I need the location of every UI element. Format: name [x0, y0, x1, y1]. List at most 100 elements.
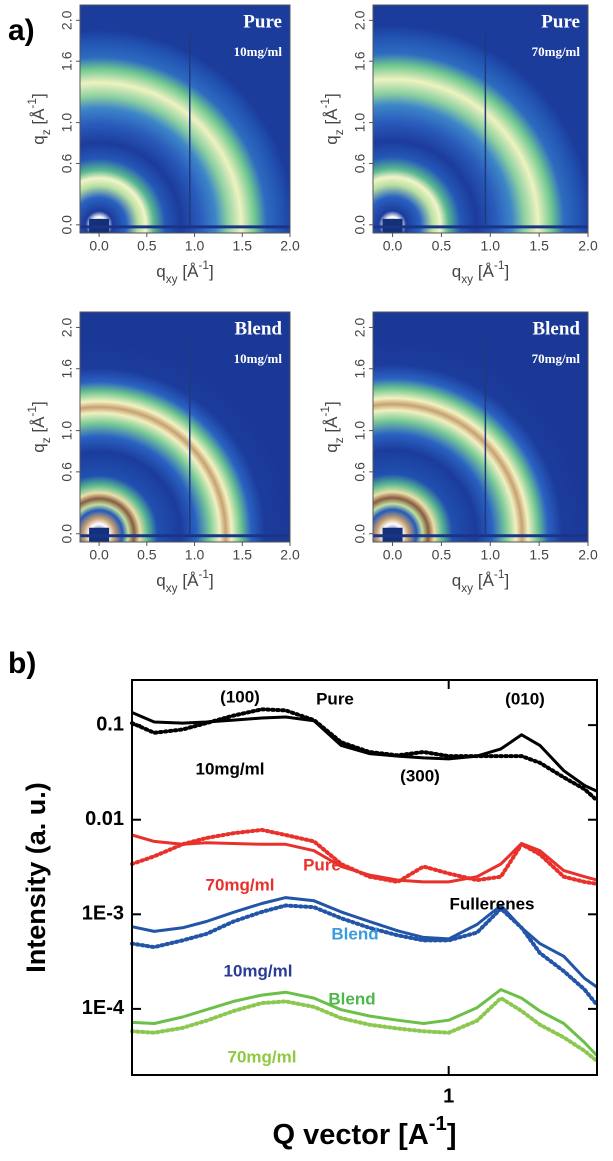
- plot-frame: [131, 679, 598, 1076]
- label-part: xy: [461, 581, 473, 595]
- x-tick-label: 0.0: [383, 547, 403, 563]
- y-tick-label: 2.0: [352, 10, 368, 30]
- data-line: [130, 996, 599, 1064]
- label-part: [Å: [322, 416, 341, 437]
- axis-label: qz [Å-1]: [318, 93, 346, 145]
- image-title: Pure: [243, 11, 282, 32]
- y-tick-label: 0.6: [59, 154, 75, 174]
- label-part: -1: [318, 406, 332, 417]
- label-part: q: [29, 443, 48, 452]
- axis-label: qxy [Å-1]: [156, 567, 213, 595]
- x-tick-label: 2.0: [280, 547, 300, 563]
- x-tick-label: 2.0: [280, 238, 300, 254]
- image-frame: [372, 311, 589, 543]
- label-part: z: [332, 437, 346, 443]
- y-tick-label: 0.1: [96, 713, 124, 735]
- x-tick-label: 0.5: [432, 238, 452, 254]
- scattering-image: [373, 312, 588, 542]
- image-title: Pure: [541, 11, 580, 32]
- label-part: z: [332, 129, 346, 135]
- label-part: ]: [322, 93, 341, 98]
- scattering-image: [80, 5, 290, 233]
- x-tick-label: 0.0: [383, 238, 403, 254]
- label-part: q: [156, 262, 165, 281]
- axis-label: qz [Å-1]: [318, 401, 346, 453]
- label-part: [Å: [178, 571, 199, 590]
- scattering-image: [80, 312, 290, 542]
- label-part: ]: [29, 93, 48, 98]
- annotation: 10mg/ml: [196, 759, 265, 778]
- annotation: 10mg/ml: [224, 961, 293, 980]
- x-tick-label: 1.0: [185, 238, 205, 254]
- x-tick-label: 1.5: [529, 547, 549, 563]
- y-tick-label: 0.0: [59, 215, 75, 235]
- label-part: z: [39, 437, 53, 443]
- data-line: [131, 896, 598, 989]
- y-tick-label: 0.6: [352, 154, 368, 174]
- image-title: Blend: [532, 318, 580, 339]
- axis-label: qxy [Å-1]: [156, 258, 213, 286]
- y-tick-label: 2.0: [352, 318, 368, 338]
- image-subtitle: 70mg/ml: [532, 351, 581, 366]
- label-part: -1: [494, 258, 505, 272]
- label-part: xy: [166, 272, 178, 286]
- label-part: ]: [29, 401, 48, 406]
- label-part: [Å: [178, 262, 199, 281]
- annotation: Fullerenes: [449, 894, 534, 913]
- y-tick-label: 0.0: [59, 524, 75, 544]
- y-tick-label: 1.0: [59, 113, 75, 133]
- image-frame: [79, 311, 291, 543]
- x-tick-label: 1.0: [185, 547, 205, 563]
- label-part: -1: [494, 567, 505, 581]
- x-tick-label: 1: [443, 1085, 454, 1107]
- x-tick-label: 0.5: [137, 547, 157, 563]
- label-part: q: [322, 135, 341, 144]
- label-part: xy: [166, 581, 178, 595]
- annotation: (010): [505, 689, 545, 708]
- label-part: ]: [322, 401, 341, 406]
- annotation: 70mg/ml: [206, 875, 275, 894]
- y-tick-label: 2.0: [59, 10, 75, 30]
- axis-label: qxy [Å-1]: [452, 258, 509, 286]
- label-part: xy: [461, 272, 473, 286]
- x-tick-label: 0.0: [89, 547, 109, 563]
- y-tick-label: 0.0: [352, 215, 368, 235]
- y-tick-label: 1E-4: [82, 997, 125, 1019]
- panel-label: a): [8, 14, 35, 47]
- y-tick-label: 1.6: [59, 359, 75, 379]
- x-tick-label: 1.5: [529, 238, 549, 254]
- image-frame: [79, 4, 291, 234]
- x-tick-label: 1.0: [481, 238, 501, 254]
- axis-label: Q vector [A-1]: [272, 1113, 456, 1150]
- annotation: (100): [220, 687, 260, 706]
- y-tick-label: 0.01: [85, 808, 124, 830]
- y-tick-label: 0.6: [59, 462, 75, 482]
- annotation: (300): [400, 766, 440, 785]
- label-part: ]: [209, 262, 214, 281]
- y-tick-label: 1.0: [352, 421, 368, 441]
- panel-label: b): [8, 647, 36, 680]
- image-subtitle: 70mg/ml: [532, 44, 581, 59]
- label-part: q: [29, 135, 48, 144]
- y-tick-label: 1.0: [352, 113, 368, 133]
- axis-label: qz [Å-1]: [25, 401, 53, 453]
- scattering-image: [373, 5, 588, 233]
- y-tick-label: 1.6: [352, 359, 368, 379]
- y-tick-label: 0.0: [352, 524, 368, 544]
- x-tick-label: 1.5: [233, 547, 253, 563]
- image-subtitle: 10mg/ml: [234, 44, 283, 59]
- label-part: -1: [198, 567, 209, 581]
- x-tick-label: 2.0: [578, 547, 598, 563]
- y-tick-label: 0.6: [352, 462, 368, 482]
- x-tick-label: 0.0: [89, 238, 109, 254]
- x-tick-label: 2.0: [578, 238, 598, 254]
- image-frame: [372, 4, 589, 234]
- y-tick-label: 2.0: [59, 318, 75, 338]
- y-tick-label: 1.6: [59, 51, 75, 71]
- label-part: [Å: [473, 262, 494, 281]
- label-part: ]: [209, 571, 214, 590]
- annotation: Pure: [303, 855, 341, 874]
- x-tick-label: 0.5: [137, 238, 157, 254]
- label-part: q: [452, 571, 461, 590]
